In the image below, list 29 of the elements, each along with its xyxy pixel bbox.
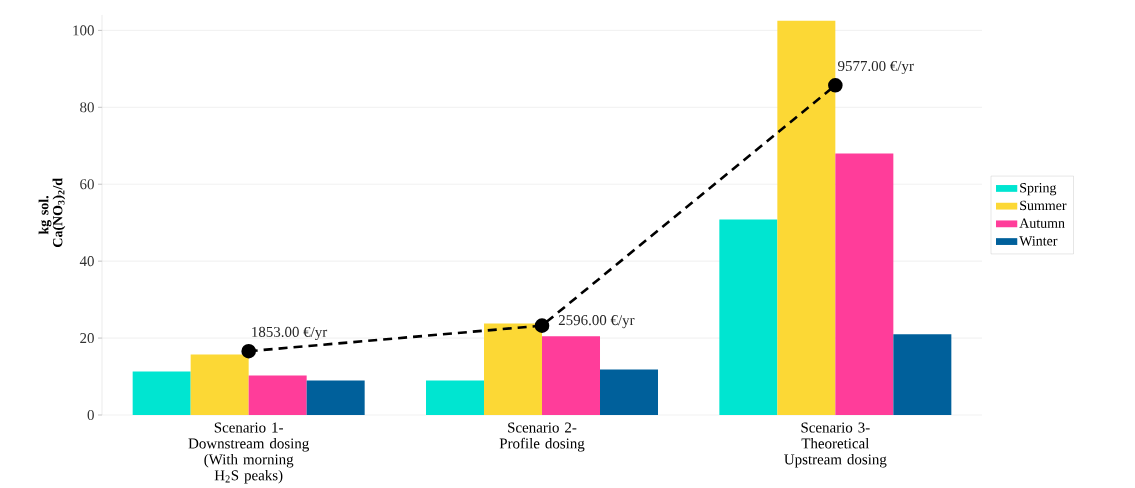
y-axis-title: kg sol. Ca(NO$_{3}$)$_{2}$/d xyxy=(38,178,66,247)
bar xyxy=(190,354,249,415)
bar xyxy=(719,219,778,415)
bar xyxy=(132,371,191,415)
x-tick-label: Scenario 1- Downstream dosing (With morning H$_{2}$S peaks) xyxy=(188,422,309,484)
y-tick-label: 0 xyxy=(87,409,94,421)
x-tick-label: Scenario 3- Theoretical Upstream dosing xyxy=(784,422,887,468)
legend-label: Autumn xyxy=(1019,218,1065,228)
bar xyxy=(306,380,365,415)
bar xyxy=(484,323,542,415)
legend-label: Summer xyxy=(1020,200,1067,211)
x-tick-label: Scenario 2- Profile dosing xyxy=(499,422,585,452)
data-label: 2596.00 €/yr xyxy=(558,315,635,329)
bar xyxy=(426,380,484,415)
y-tick-label: 80 xyxy=(80,102,94,113)
y-tick-label: 40 xyxy=(79,256,94,267)
bar xyxy=(777,20,836,415)
data-label: 1853.00 €/yr xyxy=(252,326,328,340)
bar xyxy=(893,334,952,415)
data-label: 9577.00 €/yr xyxy=(838,60,914,75)
y-tick-label: 60 xyxy=(80,179,94,190)
legend-label: Winter xyxy=(1019,236,1058,246)
bar xyxy=(248,375,307,415)
y-tick-label: 20 xyxy=(80,333,94,344)
bar xyxy=(835,153,894,415)
bar xyxy=(600,369,658,415)
bar xyxy=(542,336,600,415)
y-tick-label: 100 xyxy=(73,25,94,36)
legend-label: Spring xyxy=(1020,183,1057,196)
